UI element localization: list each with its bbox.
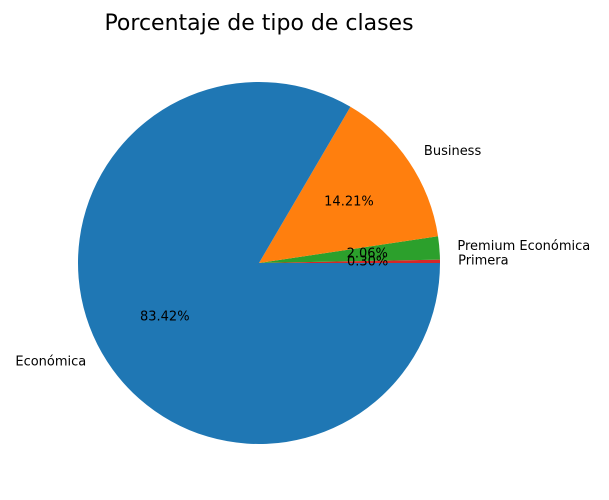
- slice-percent-2: 14.21%: [324, 195, 374, 210]
- pie-slice-3: [78, 82, 440, 445]
- chart-title: Porcentaje de tipo de clases: [104, 11, 413, 36]
- slice-label-1: Premium Económica: [457, 239, 590, 254]
- slice-percent-0: 0.30%: [347, 254, 388, 269]
- slice-percent-1: 2.06%: [347, 246, 388, 261]
- slice-percent-3: 83.42%: [140, 310, 190, 325]
- slice-label-2: Business: [424, 144, 482, 159]
- pie-labels: Primera 0.30% Premium Económica 2.06% Busine…: [15, 144, 590, 370]
- pie-slice-0: [259, 259, 440, 263]
- slice-label-0: Primera: [458, 254, 509, 269]
- pie-slice-2: [259, 106, 439, 263]
- pie-slice-1: [259, 236, 440, 263]
- pie-slices: [78, 82, 440, 445]
- slice-label-3: Económica: [15, 355, 86, 370]
